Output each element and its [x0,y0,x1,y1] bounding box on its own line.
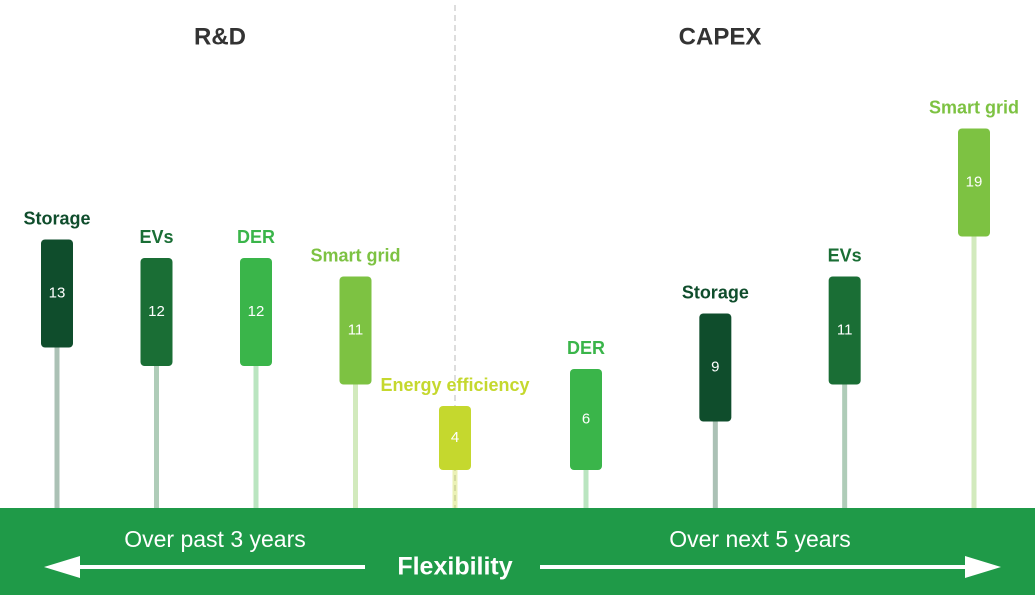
value-label: 4 [451,429,459,446]
value-box [140,258,173,366]
value-box [699,313,732,422]
value-label: 12 [148,303,165,320]
value-box [339,276,372,385]
value-box [439,406,471,470]
item-label: Energy efficiency [380,375,529,395]
item-label: Smart grid [929,97,1019,117]
item-label: Storage [23,208,90,228]
banner [0,508,1035,595]
value-box [570,369,602,470]
value-label: 11 [837,321,853,338]
value-box [958,128,990,237]
period-label: Over past 3 years [124,526,306,552]
group-title: CAPEX [679,23,762,50]
value-label: 6 [582,410,590,427]
period-label: Over next 5 years [669,526,851,552]
value-label: 13 [49,284,66,301]
value-label: 11 [348,321,364,338]
item-label: DER [567,338,605,358]
item-label: Smart grid [310,245,400,265]
arrow-right-head [965,556,1001,578]
group-title: R&D [194,23,246,50]
value-box [828,276,861,385]
item-label: EVs [828,245,862,265]
arrow-left-head [44,556,80,578]
value-label: 19 [966,173,983,190]
value-box [41,239,73,348]
item-label: DER [237,227,275,247]
value-label: 12 [248,303,265,320]
item-label: Storage [682,282,749,302]
item-label: EVs [139,227,173,247]
value-label: 9 [711,358,719,375]
value-box [240,258,272,366]
center-label: Flexibility [397,553,512,581]
